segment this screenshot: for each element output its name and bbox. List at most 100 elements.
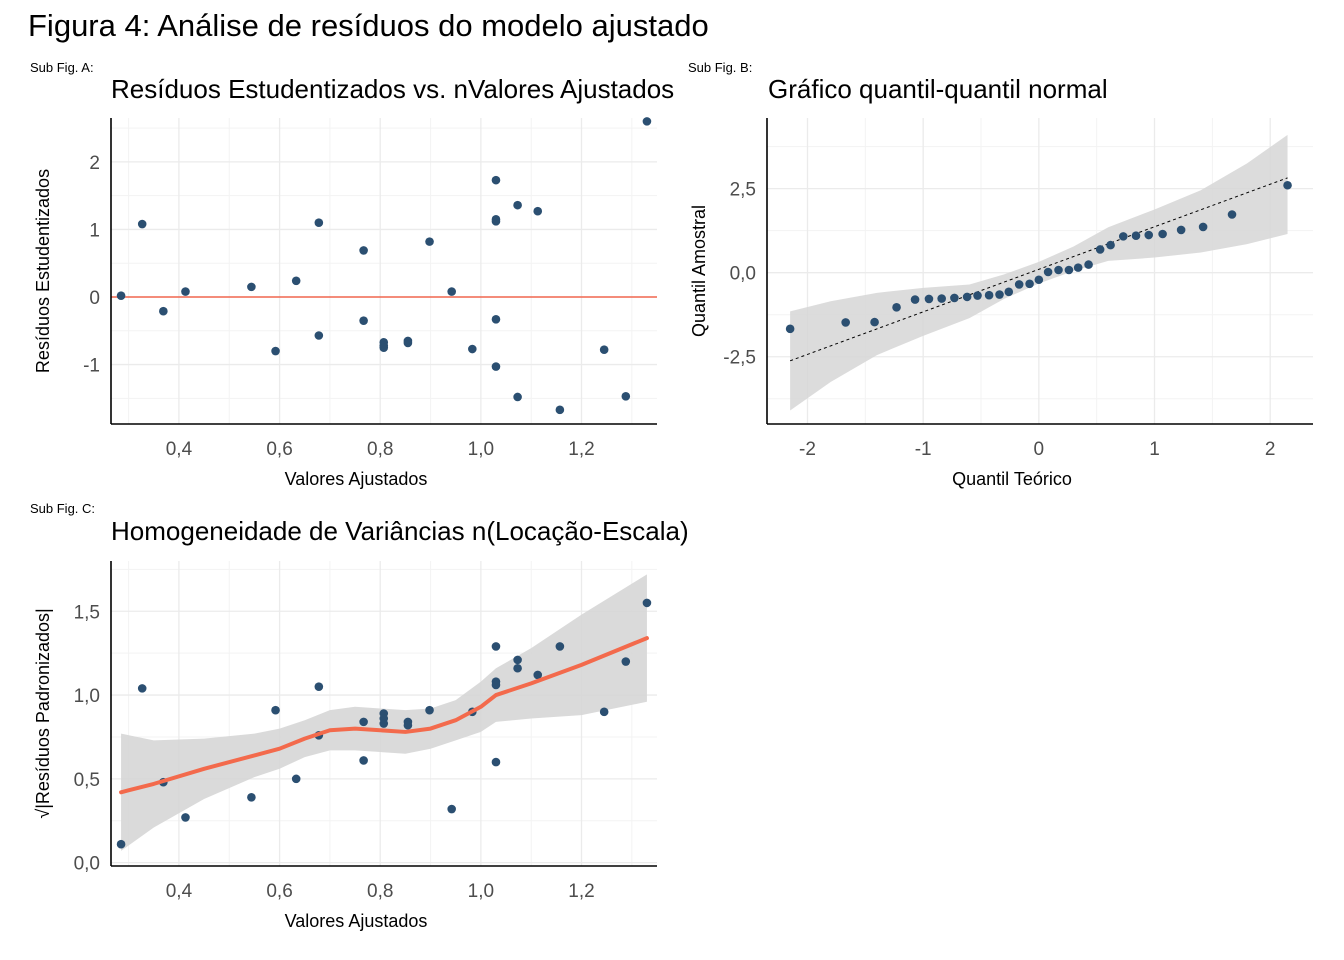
panel-a-title: Resíduos Estudentizados vs. nValores Aju… bbox=[111, 74, 675, 104]
y-tick-label: 0,5 bbox=[74, 770, 100, 791]
x-tick-label: 1,0 bbox=[468, 881, 494, 902]
x-tick-label: 0,4 bbox=[166, 439, 193, 460]
data-point bbox=[1084, 260, 1093, 269]
data-point bbox=[491, 362, 501, 371]
data-point bbox=[491, 680, 501, 690]
data-point bbox=[1004, 287, 1014, 297]
x-tick-label: 0,4 bbox=[166, 881, 193, 902]
data-point bbox=[1034, 275, 1044, 285]
data-point bbox=[1095, 245, 1105, 254]
data-point bbox=[491, 217, 501, 226]
data-point bbox=[1176, 225, 1186, 235]
data-point bbox=[181, 287, 190, 296]
data-point bbox=[533, 206, 543, 216]
x-tick-label: 1,0 bbox=[468, 439, 494, 460]
data-point bbox=[599, 345, 609, 354]
data-point bbox=[425, 705, 434, 715]
data-point bbox=[1227, 210, 1237, 219]
data-point bbox=[513, 392, 522, 402]
data-point bbox=[247, 792, 256, 802]
panel-c-title: Homogeneidade de Variâncias n(Locação-Es… bbox=[111, 516, 689, 546]
data-point bbox=[513, 663, 522, 673]
y-axis-label: Resíduos Estudentizados bbox=[33, 169, 53, 373]
data-point bbox=[116, 291, 126, 300]
y-axis-label: √|Resíduos Padronizados| bbox=[33, 608, 53, 818]
data-point bbox=[892, 303, 901, 312]
data-point bbox=[491, 314, 501, 324]
data-point bbox=[379, 719, 389, 728]
data-point bbox=[137, 219, 147, 229]
data-point bbox=[359, 246, 368, 255]
data-point bbox=[1131, 231, 1141, 240]
data-point bbox=[379, 343, 389, 352]
data-point bbox=[962, 292, 972, 302]
data-point bbox=[491, 757, 501, 767]
data-point bbox=[1014, 280, 1024, 289]
data-point bbox=[555, 642, 565, 651]
data-point bbox=[359, 717, 368, 727]
data-point bbox=[181, 813, 190, 822]
x-tick-label: 0,6 bbox=[266, 439, 292, 460]
panel-c-chart: 0,4 0,6 0,8 1,0 1,2 0,0 0,5 1,0 1,5 Valores Ajust… bbox=[33, 561, 657, 931]
data-point bbox=[1283, 180, 1292, 190]
data-point bbox=[314, 331, 324, 340]
data-point bbox=[555, 405, 565, 415]
y-tick-label: 2 bbox=[89, 153, 100, 174]
data-point bbox=[271, 705, 280, 715]
y-tick-label: 1 bbox=[89, 220, 100, 241]
data-point bbox=[785, 324, 795, 334]
y-tick-label: 2,5 bbox=[730, 180, 756, 201]
figure-title: Figura 4: Análise de resíduos do modelo … bbox=[28, 8, 709, 43]
data-point bbox=[271, 346, 280, 356]
data-point bbox=[425, 237, 434, 246]
data-point bbox=[973, 291, 982, 300]
data-point bbox=[513, 655, 522, 665]
data-point bbox=[137, 684, 147, 693]
panel-c-tag: Sub Fig. C: bbox=[30, 501, 96, 516]
data-point bbox=[513, 200, 522, 210]
x-tick-label: 2 bbox=[1265, 439, 1276, 460]
data-point bbox=[621, 657, 631, 666]
data-point bbox=[924, 294, 934, 304]
y-tick-label: 0,0 bbox=[730, 264, 756, 285]
y-tick-label: 1,5 bbox=[74, 602, 100, 623]
data-point bbox=[468, 344, 477, 354]
data-point bbox=[159, 306, 168, 316]
x-axis-label: Valores Ajustados bbox=[285, 911, 428, 931]
x-tick-label: 0,8 bbox=[367, 881, 393, 902]
data-point bbox=[447, 287, 456, 296]
panel-b-tag: Sub Fig. B: bbox=[688, 60, 753, 75]
x-tick-label: 0 bbox=[1034, 439, 1045, 460]
data-point bbox=[314, 682, 324, 691]
data-point bbox=[1054, 265, 1063, 275]
y-tick-label: -1 bbox=[83, 356, 100, 377]
x-tick-label: -2 bbox=[799, 439, 816, 460]
data-point bbox=[403, 720, 413, 730]
data-point bbox=[642, 117, 652, 126]
data-point bbox=[533, 670, 543, 680]
data-point bbox=[937, 294, 946, 303]
x-tick-label: 0,6 bbox=[266, 881, 292, 902]
qq-reference-line bbox=[789, 177, 1288, 362]
x-tick-label: 1,2 bbox=[568, 439, 594, 460]
data-point bbox=[870, 317, 879, 327]
y-tick-label: 1,0 bbox=[74, 686, 100, 707]
x-tick-label: 1,2 bbox=[568, 881, 594, 902]
data-point bbox=[314, 218, 324, 228]
x-axis-label: Quantil Teórico bbox=[952, 469, 1072, 489]
data-point bbox=[1158, 229, 1167, 239]
data-point bbox=[1025, 279, 1034, 289]
data-point bbox=[491, 175, 501, 185]
data-point bbox=[984, 290, 994, 300]
data-point bbox=[291, 276, 301, 286]
data-point bbox=[1198, 222, 1208, 232]
panel-a-chart: 0,4 0,6 0,8 1,0 1,2 -1 0 1 2 Valores Ajustados Res… bbox=[33, 117, 657, 489]
data-point bbox=[1118, 232, 1128, 241]
data-point bbox=[995, 290, 1004, 299]
x-axis-label: Valores Ajustados bbox=[285, 469, 428, 489]
data-point bbox=[950, 293, 959, 303]
smooth-trend-line bbox=[119, 636, 649, 795]
data-point bbox=[1073, 263, 1083, 272]
data-point bbox=[621, 392, 631, 401]
